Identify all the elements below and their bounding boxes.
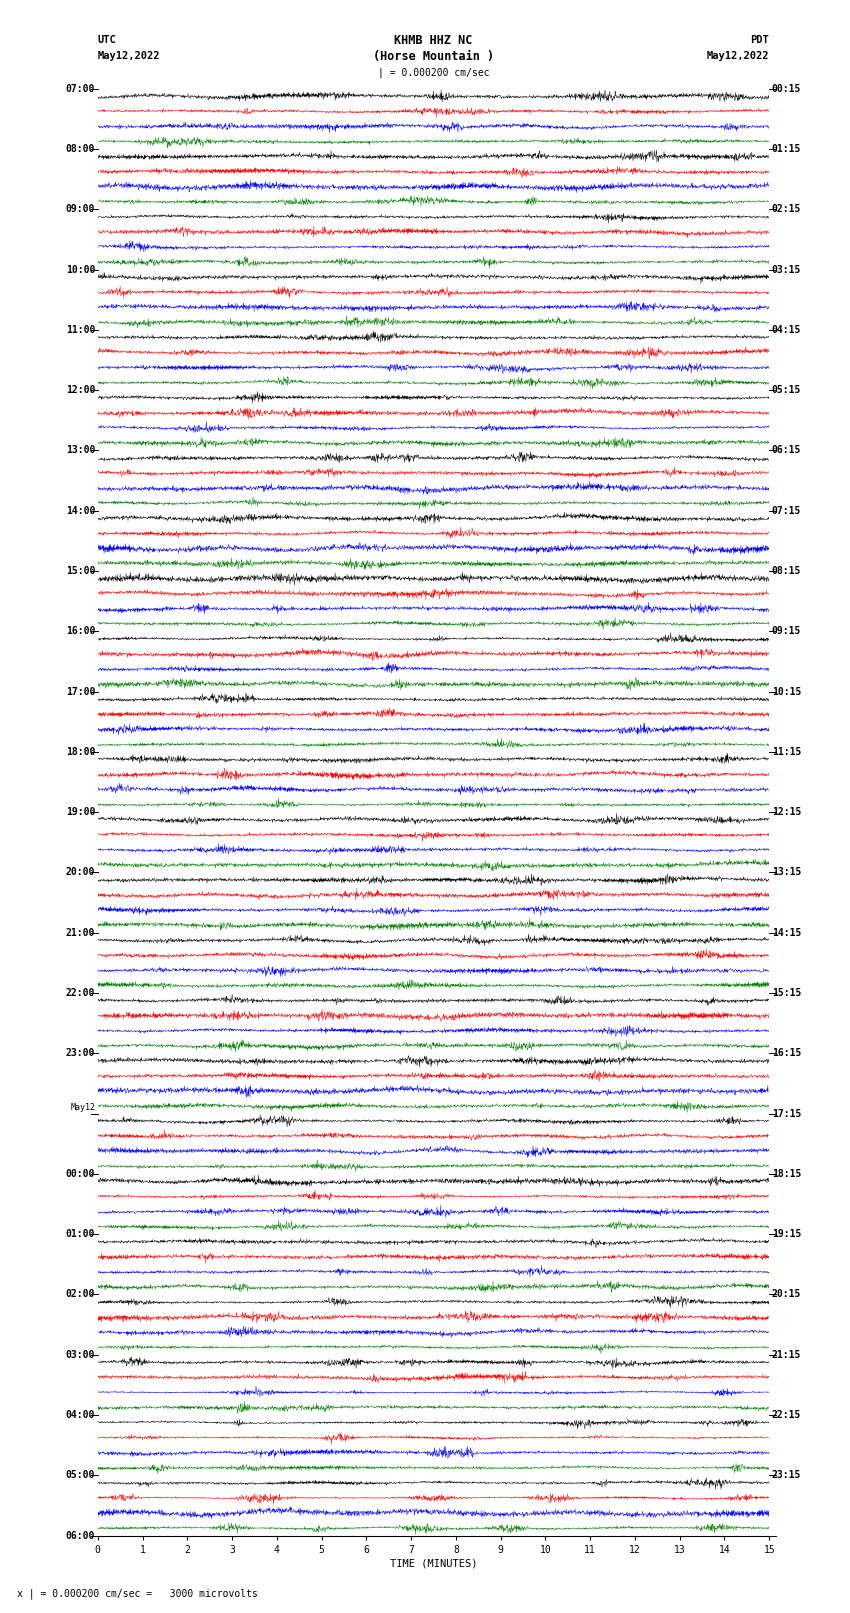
Text: 21:00: 21:00	[65, 927, 95, 937]
Text: 09:00: 09:00	[65, 205, 95, 215]
Text: 11:00: 11:00	[65, 324, 95, 336]
Text: 18:00: 18:00	[65, 747, 95, 756]
Text: 22:00: 22:00	[65, 989, 95, 998]
Text: 08:15: 08:15	[772, 566, 802, 576]
Text: 16:15: 16:15	[772, 1048, 802, 1058]
Text: 19:15: 19:15	[772, 1229, 802, 1239]
Text: 05:00: 05:00	[65, 1471, 95, 1481]
Text: 22:15: 22:15	[772, 1410, 802, 1419]
Text: May12,2022: May12,2022	[98, 52, 161, 61]
Text: 23:00: 23:00	[65, 1048, 95, 1058]
Text: 12:15: 12:15	[772, 806, 802, 818]
Text: 15:15: 15:15	[772, 989, 802, 998]
Text: 20:00: 20:00	[65, 868, 95, 877]
Text: 17:00: 17:00	[65, 687, 95, 697]
Text: UTC: UTC	[98, 35, 116, 45]
Text: 13:15: 13:15	[772, 868, 802, 877]
Text: (Horse Mountain ): (Horse Mountain )	[373, 50, 494, 63]
Text: 04:15: 04:15	[772, 324, 802, 336]
Text: May12,2022: May12,2022	[706, 52, 769, 61]
Text: 07:00: 07:00	[65, 84, 95, 94]
Text: 01:00: 01:00	[65, 1229, 95, 1239]
Text: 18:15: 18:15	[772, 1169, 802, 1179]
Text: 13:00: 13:00	[65, 445, 95, 455]
Text: x | = 0.000200 cm/sec =   3000 microvolts: x | = 0.000200 cm/sec = 3000 microvolts	[17, 1589, 258, 1598]
Text: 00:15: 00:15	[772, 84, 802, 94]
Text: 16:00: 16:00	[65, 626, 95, 636]
Text: 06:00: 06:00	[65, 1531, 95, 1540]
Text: 10:15: 10:15	[772, 687, 802, 697]
Text: 07:15: 07:15	[772, 506, 802, 516]
Text: 00:00: 00:00	[65, 1169, 95, 1179]
X-axis label: TIME (MINUTES): TIME (MINUTES)	[390, 1558, 477, 1569]
Text: 03:15: 03:15	[772, 265, 802, 274]
Text: 12:00: 12:00	[65, 386, 95, 395]
Text: 05:15: 05:15	[772, 386, 802, 395]
Text: 06:15: 06:15	[772, 445, 802, 455]
Text: 15:00: 15:00	[65, 566, 95, 576]
Text: 08:00: 08:00	[65, 144, 95, 153]
Text: 10:00: 10:00	[65, 265, 95, 274]
Text: 03:00: 03:00	[65, 1350, 95, 1360]
Text: 14:15: 14:15	[772, 927, 802, 937]
Text: 02:00: 02:00	[65, 1289, 95, 1300]
Text: 11:15: 11:15	[772, 747, 802, 756]
Text: 09:15: 09:15	[772, 626, 802, 636]
Text: PDT: PDT	[751, 35, 769, 45]
Text: 02:15: 02:15	[772, 205, 802, 215]
Text: 21:15: 21:15	[772, 1350, 802, 1360]
Text: May12: May12	[71, 1103, 95, 1111]
Text: 19:00: 19:00	[65, 806, 95, 818]
Text: 20:15: 20:15	[772, 1289, 802, 1300]
Text: | = 0.000200 cm/sec: | = 0.000200 cm/sec	[377, 68, 490, 77]
Text: 17:15: 17:15	[772, 1108, 802, 1118]
Text: KHMB HHZ NC: KHMB HHZ NC	[394, 34, 473, 47]
Text: 04:00: 04:00	[65, 1410, 95, 1419]
Text: 14:00: 14:00	[65, 506, 95, 516]
Text: 23:15: 23:15	[772, 1471, 802, 1481]
Text: 01:15: 01:15	[772, 144, 802, 153]
